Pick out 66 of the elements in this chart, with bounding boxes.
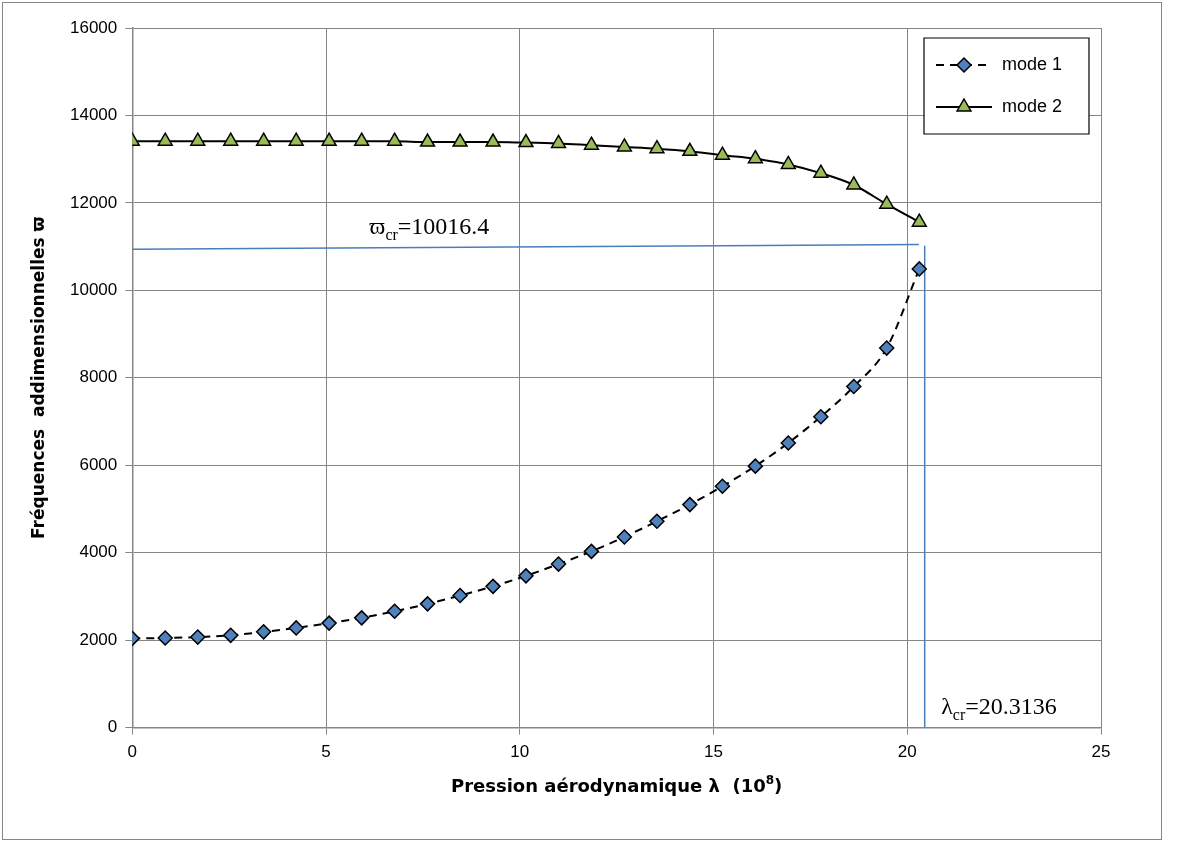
point (714, 478, 731, 494)
x-tick-label: 5 (321, 742, 331, 762)
point (485, 578, 501, 595)
x-tick-label: 20 (897, 742, 917, 762)
point (419, 596, 436, 612)
point (190, 629, 206, 645)
x-tick-label: 10 (510, 742, 530, 762)
point (288, 620, 304, 636)
point (682, 142, 698, 157)
legend-label: mode 2 (1002, 95, 1063, 116)
y-tick-label: 12000 (69, 192, 118, 212)
legend-label: mode 1 (1002, 53, 1063, 74)
point (846, 176, 862, 190)
y-tick-label: 4000 (79, 542, 118, 562)
point (321, 615, 337, 631)
y-tick-label: 0 (107, 717, 118, 737)
point (649, 513, 665, 529)
point (255, 624, 272, 640)
point (616, 529, 633, 545)
point (682, 496, 698, 513)
y-tick-label: 2000 (79, 629, 118, 649)
point (288, 132, 304, 146)
point (878, 340, 895, 356)
y-axis-title: Fréquences addimensionnelles ϖ (28, 216, 48, 539)
point (452, 587, 468, 604)
point (190, 132, 206, 146)
point (550, 134, 567, 149)
point (583, 543, 600, 560)
point (813, 164, 829, 178)
point (255, 132, 272, 146)
point (386, 132, 403, 146)
point (222, 627, 239, 644)
point (616, 138, 633, 152)
point (550, 556, 567, 572)
point (157, 132, 173, 146)
x-tick-label: 15 (704, 742, 723, 762)
point (780, 155, 796, 170)
point (879, 195, 895, 209)
point (353, 610, 370, 626)
point (911, 261, 928, 277)
point (583, 136, 600, 150)
point (714, 146, 731, 160)
y-tick-label: 16000 (69, 17, 118, 37)
point (911, 213, 927, 227)
point (353, 132, 370, 146)
y-tick-label: 10000 (69, 280, 118, 300)
y-tick-label: 8000 (79, 367, 118, 387)
point (452, 133, 468, 147)
point (649, 139, 665, 154)
point (747, 149, 764, 164)
point (846, 378, 862, 395)
point (321, 132, 337, 146)
x-tick-label: 25 (1091, 742, 1111, 762)
x-tick-label: 0 (127, 742, 138, 762)
point (223, 132, 239, 146)
point (780, 435, 797, 451)
point (813, 408, 829, 425)
point (518, 133, 534, 148)
y-tick-label: 6000 (79, 454, 118, 474)
point (419, 133, 436, 147)
point (518, 568, 534, 584)
point (747, 458, 764, 474)
y-tick-label: 14000 (69, 105, 118, 125)
point (157, 630, 173, 646)
point (386, 603, 403, 620)
point (485, 133, 501, 147)
